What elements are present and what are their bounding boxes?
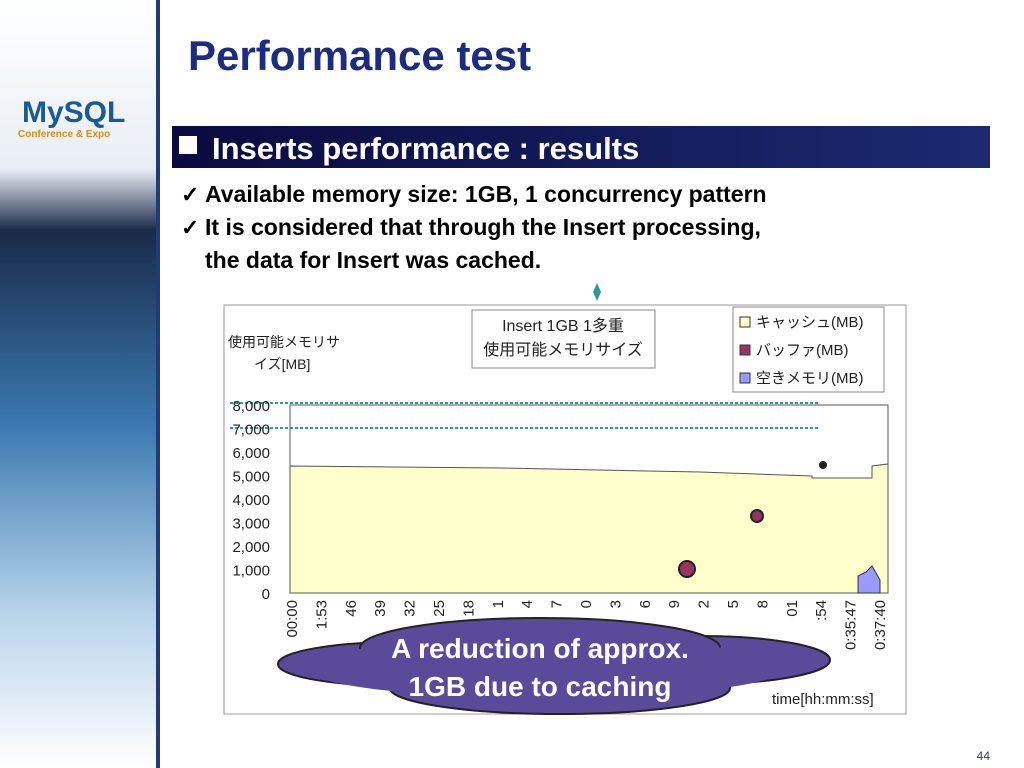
callout-text: 1GB due to caching xyxy=(409,671,672,702)
y-axis-label: イズ[MB] xyxy=(254,356,310,372)
x-tick-label: 9 xyxy=(666,600,683,608)
sidebar-art xyxy=(0,0,156,768)
x-tick-label: 3 xyxy=(607,600,624,608)
figure-title-box xyxy=(471,309,656,369)
free-area xyxy=(857,565,881,594)
x-tick-label: 00:00 xyxy=(284,600,301,638)
callout-text: A reduction of approx. xyxy=(391,633,689,664)
bullet-text: Available memory size: 1GB, 1 concurrenc… xyxy=(205,181,767,207)
y-tick-label: 3,000 xyxy=(232,516,270,533)
x-tick-label: 8 xyxy=(754,600,771,608)
marker xyxy=(593,283,601,301)
legend-label: キャッシュ(MB) xyxy=(756,314,864,331)
slide-title: Performance test xyxy=(188,32,531,79)
y-tick-label: 0 xyxy=(262,586,270,603)
x-tick-label: 46 xyxy=(343,600,360,617)
section-band xyxy=(172,126,990,168)
x-tick-label: 4 xyxy=(519,600,536,608)
y-tick-label: 6,000 xyxy=(232,445,270,462)
bullet-text: the data for Insert was cached. xyxy=(205,247,541,273)
logo: MySQL xyxy=(22,96,125,129)
check-mark: ✓ xyxy=(181,215,199,240)
x-tick-label: 0:37:40 xyxy=(872,600,889,650)
legend-label: バッファ(MB) xyxy=(756,342,849,359)
logo-sub: Conference & Expo xyxy=(18,129,110,140)
y-axis-label: 使用可能メモリサ xyxy=(228,334,340,350)
x-tick-label: 32 xyxy=(402,600,419,617)
callout xyxy=(277,617,831,715)
x-tick-label: 0:35:47 xyxy=(843,600,860,650)
y-tick-label: 4,000 xyxy=(232,492,270,509)
cache-area xyxy=(289,463,889,594)
legend-swatch xyxy=(739,316,751,328)
sidebar-rule xyxy=(156,0,160,768)
page-number: 44 xyxy=(977,749,991,763)
dot xyxy=(750,509,764,523)
x-tick-label: 2 xyxy=(696,600,713,608)
bullet-text: It is considered that through the Insert… xyxy=(205,214,761,240)
y-tick-label: 8,000 xyxy=(232,398,270,415)
y-tick-label: 5,000 xyxy=(232,469,270,486)
dot xyxy=(678,560,696,578)
x-tick-label: 6 xyxy=(637,600,654,608)
y-tick-label: 2,000 xyxy=(232,539,270,556)
x-axis-label: time[hh:mm:ss] xyxy=(772,691,874,708)
x-tick-label: 25 xyxy=(431,600,448,617)
x-tick-label: 1 xyxy=(490,600,507,608)
figure-title: Insert 1GB 1多重 xyxy=(502,317,624,335)
x-tick-label: 18 xyxy=(460,600,477,617)
figure-title: 使用可能メモリサイズ xyxy=(483,341,643,359)
x-tick-label: :54 xyxy=(813,600,830,621)
y-tick-label: 1,000 xyxy=(232,563,270,580)
x-tick-label: 1:53 xyxy=(313,600,330,629)
legend-label: 空きメモリ(MB) xyxy=(756,370,864,387)
legend-swatch xyxy=(739,344,751,356)
dot xyxy=(819,461,827,469)
x-tick-label: 0 xyxy=(578,600,595,608)
section-heading: Inserts performance : results xyxy=(212,131,639,166)
band-bullet xyxy=(179,136,197,154)
legend-swatch xyxy=(739,372,751,384)
x-tick-label: 5 xyxy=(725,600,742,608)
check-mark: ✓ xyxy=(181,182,199,207)
y-tick-label: 7,000 xyxy=(232,422,270,439)
x-tick-label: 7 xyxy=(549,600,566,608)
x-tick-label: 01 xyxy=(784,600,801,617)
x-tick-label: 39 xyxy=(372,600,389,617)
legend-box xyxy=(732,306,885,393)
